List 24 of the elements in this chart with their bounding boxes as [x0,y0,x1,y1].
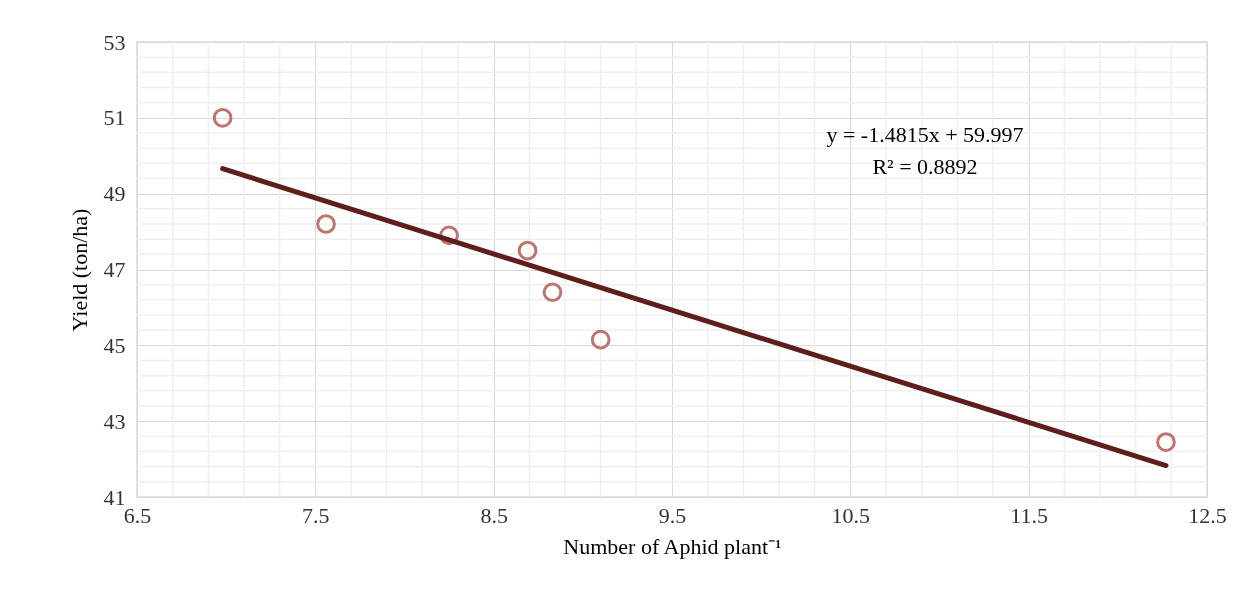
y-tick-label: 51 [103,105,126,131]
y-tick-label: 43 [103,408,126,434]
x-tick-label: 7.5 [302,502,330,528]
x-tick-label: 9.5 [658,502,687,528]
x-tick-label: 10.5 [831,502,871,528]
y-axis-title: Yield (ton/ha) [66,208,92,332]
point [517,240,538,261]
x-tick-label: 8.5 [480,502,508,528]
point [542,282,563,303]
point [1156,432,1176,452]
x-tick-label: 11.5 [1010,502,1049,528]
annotation: R² = 0.8892 [872,154,978,179]
x-tick-label: 12.5 [1188,502,1227,528]
y-tick-label: 41 [103,484,126,510]
y-tick-label: 49 [103,181,126,207]
y-tick-label: 53 [103,29,126,55]
x-axis-title: Number of Aphid plant⁻¹ [563,533,782,559]
point [590,329,611,350]
annotation: y = -1.4815x + 59.997 [826,122,1024,147]
x-tick-label: 6.5 [123,502,152,528]
y-tick-label: 47 [103,257,126,282]
y-tick-label: 45 [103,332,126,358]
point [316,214,336,234]
point [212,107,233,128]
